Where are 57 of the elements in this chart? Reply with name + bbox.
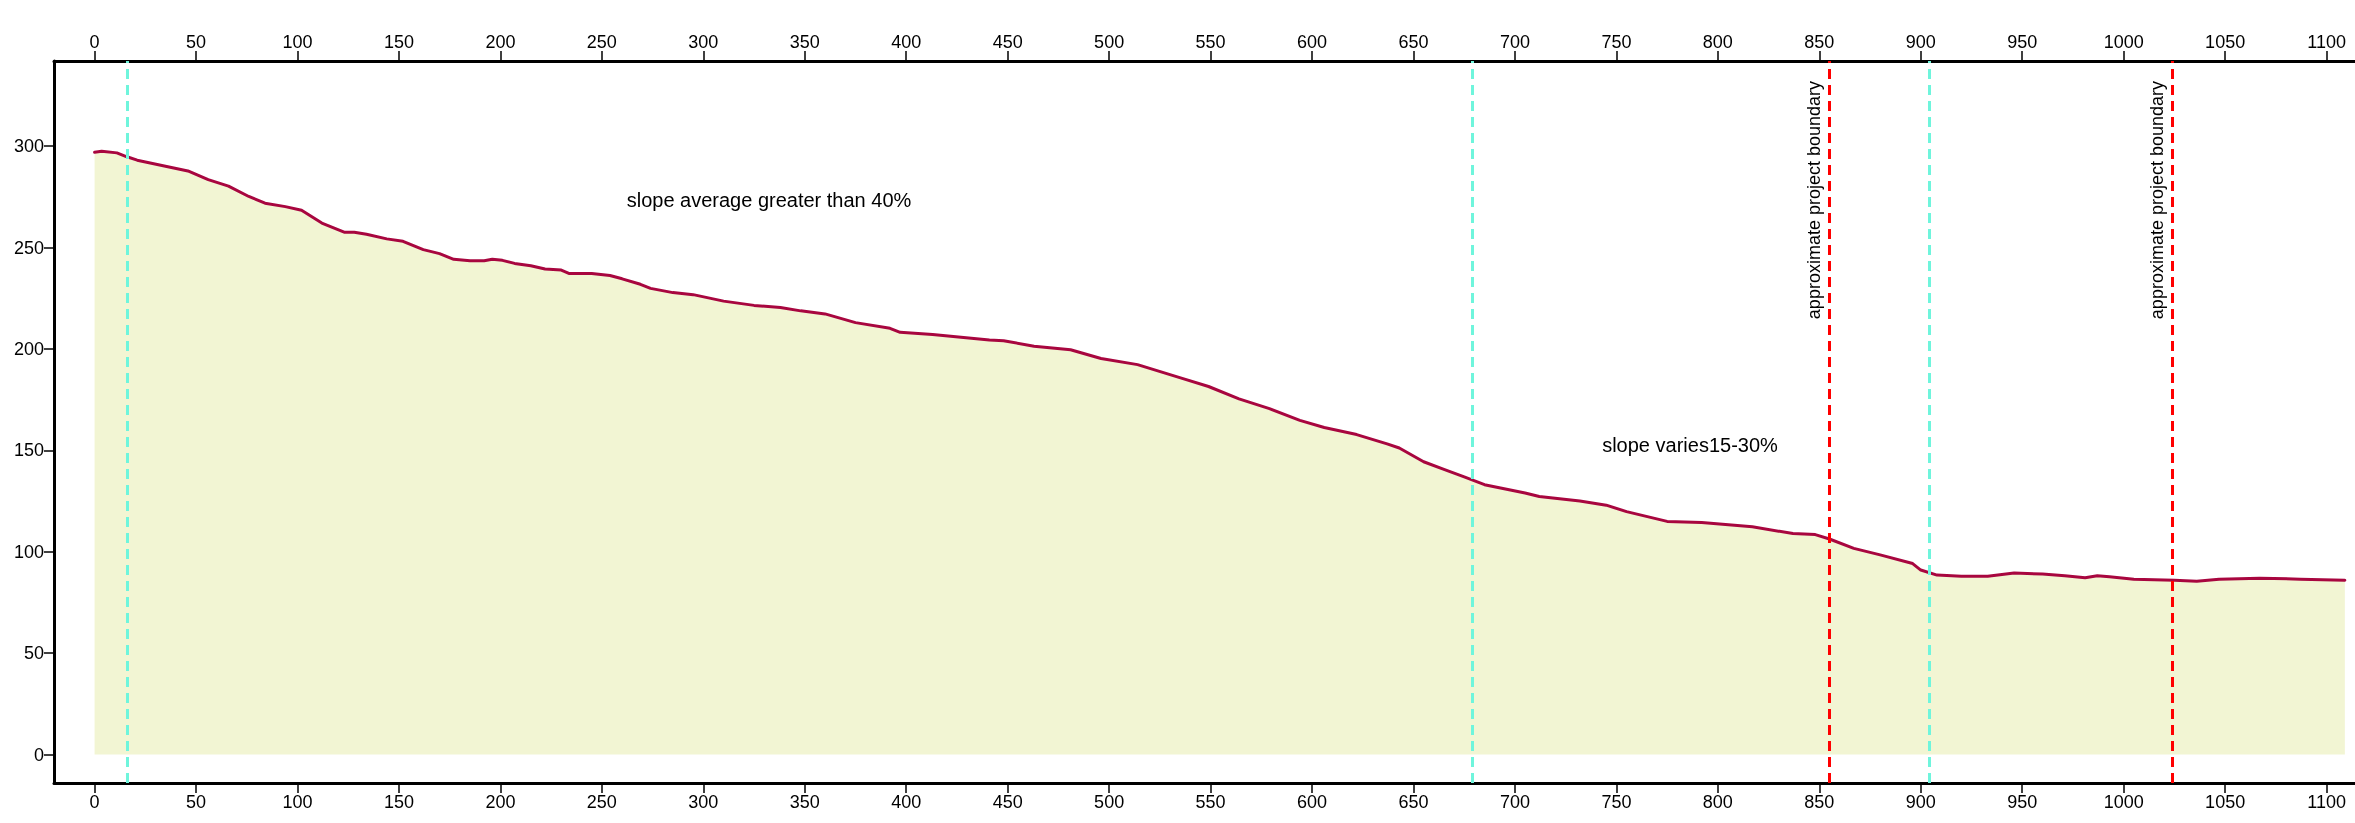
x-tick-label: 100 [282,792,313,812]
x2-tick-label: 1000 [2103,32,2144,52]
x-tick-label: 950 [2007,792,2038,812]
x-tick-label: 650 [1398,792,1429,812]
x-tick-label: 1050 [2205,792,2246,812]
x-tick-label: 600 [1297,792,1328,812]
x2-tick-label: 150 [383,32,414,52]
x2-tick-label: 50 [186,32,207,52]
annotation: slope average greater than 40% [626,189,912,211]
x-tick-label: 350 [789,792,820,812]
annotation: slope varies15-30% [1602,434,1779,456]
x-tick-label: 250 [586,792,617,812]
x-tick-label: 200 [485,792,516,812]
x2-tick-label: 900 [1905,32,1936,52]
x-tick-label: 150 [383,792,414,812]
y-tick-label: 300 [13,136,44,157]
y-tick-label: 100 [13,541,44,562]
x-tick-label: 450 [992,792,1023,812]
y-tick-label: 50 [23,643,44,664]
x-tick-label: 400 [891,792,922,812]
x2-tick-label: 750 [1601,32,1632,52]
x2-tick-label: 200 [485,32,516,52]
x2-tick-label: 550 [1195,32,1226,52]
x-tick-label: 1100 [2307,792,2346,812]
y-tick-label: 150 [13,440,44,461]
x2-tick-label: 100 [282,32,313,52]
x2-tick-label: 450 [992,32,1023,52]
x2-tick-label: 850 [1804,32,1835,52]
x2-tick-label: 0 [89,32,100,52]
x-tick-label: 1000 [2103,792,2144,812]
x2-tick-label: 300 [688,32,719,52]
ref-line-label: approximate project boundary [1804,81,1825,320]
x2-tick-label: 650 [1398,32,1429,52]
x2-tick-label: 800 [1702,32,1733,52]
x2-tick-label: 350 [789,32,820,52]
x-tick-label: 300 [688,792,719,812]
x2-tick-label: 700 [1499,32,1530,52]
x-tick-label: 750 [1601,792,1632,812]
ref-line-label: approximate project boundary [2147,81,2168,320]
x2-tick-label: 250 [586,32,617,52]
y-tick-label: 250 [13,237,44,258]
x-tick-label: 550 [1195,792,1226,812]
y-tick-label: 200 [13,338,44,359]
x-tick-label: 0 [89,792,100,812]
x-tick-label: 800 [1702,792,1733,812]
x2-tick-label: 400 [891,32,922,52]
x-tick-label: 50 [186,792,207,812]
x-tick-label: 900 [1905,792,1936,812]
x2-tick-label: 1050 [2205,32,2246,52]
x2-tick-label: 950 [2007,32,2038,52]
x-tick-label: 500 [1094,792,1125,812]
x2-tick-label: 500 [1094,32,1125,52]
y-tick-label: 0 [33,744,44,765]
x2-tick-label: 1100 [2307,32,2346,52]
x-tick-label: 700 [1499,792,1530,812]
x2-tick-label: 600 [1297,32,1328,52]
x-tick-label: 850 [1804,792,1835,812]
